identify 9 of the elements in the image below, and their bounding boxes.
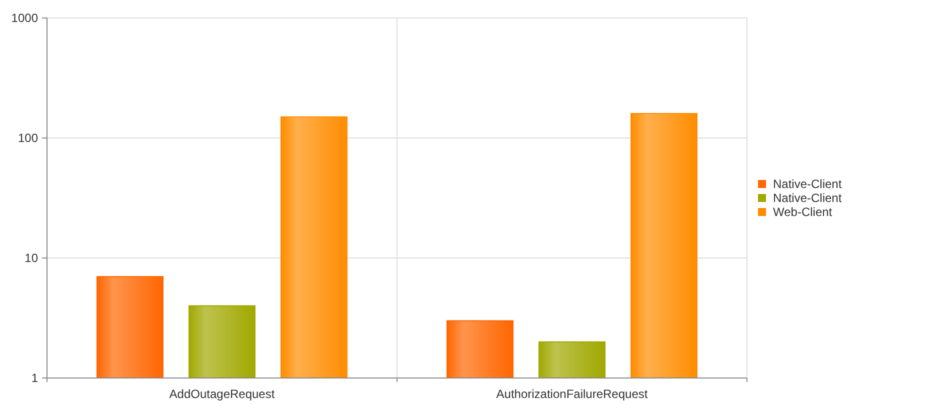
x-tick-label: AddOutageRequest xyxy=(169,387,276,401)
y-tick-label: 1000 xyxy=(11,11,38,26)
x-tick-label: AuthorizationFailureRequest xyxy=(496,387,648,401)
y-tick-label: 1 xyxy=(31,371,38,386)
y-tick-label: 100 xyxy=(18,131,38,146)
legend-label: Native-Client xyxy=(773,177,842,192)
legend-label: Native-Client xyxy=(773,191,842,206)
legend-label: Web-Client xyxy=(773,205,833,220)
y-tick-label: 10 xyxy=(24,251,38,266)
